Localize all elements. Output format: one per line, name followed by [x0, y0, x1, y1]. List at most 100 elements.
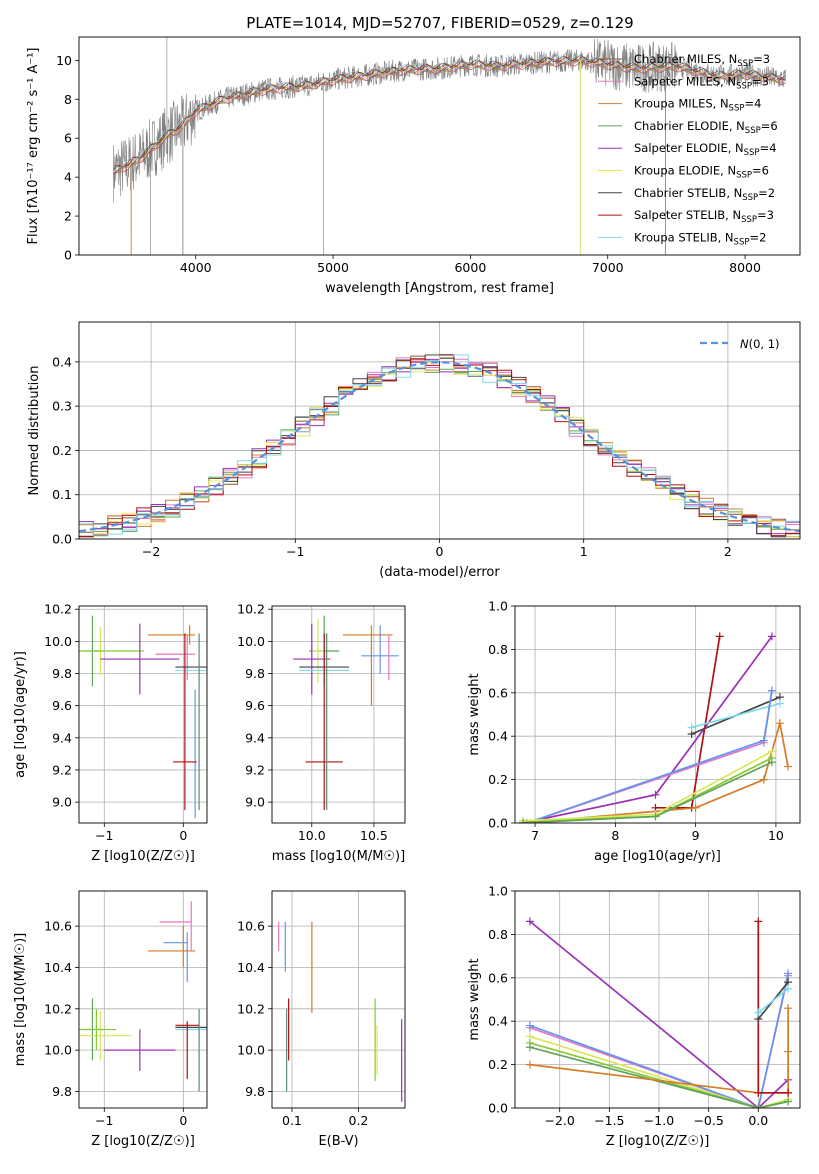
y-tick-label: 0.3	[52, 399, 72, 414]
y-tick-label: 9.0	[245, 795, 265, 810]
x-tick-label: −1	[95, 1113, 113, 1128]
y-tick-label: 0.1	[52, 487, 72, 502]
data-point-marker	[715, 632, 724, 641]
data-point-marker	[784, 984, 793, 993]
y-tick-label: 0.4	[488, 1014, 508, 1029]
model-line-9	[113, 54, 786, 169]
data-point-marker	[651, 790, 660, 799]
y-tick-label: 0.2	[488, 1057, 508, 1072]
y-tick-label: 10.0	[237, 634, 265, 649]
x-tick-label: −2	[142, 544, 160, 559]
massweight_vs_Z-plot-area	[525, 917, 793, 1108]
y-tick-label: 8	[64, 92, 72, 107]
y-tick-label: 10.6	[44, 919, 72, 934]
histogram-panel: −2 −1 0 1 2 0.0 0.1 0.2 0.3 0.4 (data-model)/error…	[27, 321, 801, 580]
y-tick-label: 0.8	[488, 927, 508, 942]
x-tick-label: −1	[95, 828, 113, 843]
normal-curve	[79, 361, 800, 533]
mass_vs_Z-frame	[78, 890, 208, 1109]
data-point-marker	[775, 719, 784, 728]
mass-weight-series-4	[529, 1035, 789, 1108]
y-tick-label: 0.0	[488, 1101, 508, 1116]
mass_vs_EBV-frame	[271, 890, 406, 1109]
data-point-marker	[754, 1088, 763, 1097]
x-tick-label: 7	[531, 828, 539, 843]
data-point-marker	[767, 632, 776, 641]
y-tick-label: 10.4	[44, 960, 72, 975]
x-tick-label: 1	[580, 544, 588, 559]
data-point-marker	[784, 1088, 793, 1097]
x-axis-label: (data-model)/error	[379, 565, 500, 580]
y-tick-label: 10.2	[44, 602, 72, 617]
y-tick-label: 9.6	[52, 698, 72, 713]
mass_vs_EBV-panel: 0.1 0.2 9.8 10.0 10.2 10.4 10.6 E(B-V)	[237, 890, 406, 1149]
x-tick-label: −1.5	[594, 1113, 624, 1128]
data-point-marker	[691, 803, 700, 812]
y-tick-label: 10.0	[44, 634, 72, 649]
data-point-marker	[767, 758, 776, 767]
legend-entry: Salpeter ELODIE, NSSP=4	[634, 141, 777, 158]
model-line-3	[113, 59, 786, 174]
y-axis-label: age [log10(age/yr)]	[13, 651, 28, 778]
y-tick-label: 0.0	[52, 532, 72, 547]
legend-entry: Kroupa MILES, NSSP=4	[634, 97, 761, 114]
y-tick-label: 10.4	[237, 960, 265, 975]
y-tick-label: 10.0	[44, 1043, 72, 1058]
y-tick-label: 10.6	[237, 919, 265, 934]
data-point-marker	[767, 686, 776, 695]
spectrum-plot-area	[113, 37, 787, 255]
x-tick-label: 0.0	[748, 1113, 768, 1128]
x-tick-label: 6000	[454, 260, 486, 275]
age_vs_Z-plot-area	[79, 615, 207, 819]
data-point-marker	[651, 812, 660, 821]
x-tick-label: 0.2	[349, 1113, 369, 1128]
y-tick-label: 2	[64, 209, 72, 224]
x-tick-label: 5000	[317, 260, 349, 275]
x-tick-label: 0	[179, 828, 187, 843]
y-tick-label: 10	[56, 53, 72, 68]
mass-weight-series-6	[526, 690, 773, 823]
histogram-plot-area	[79, 354, 800, 538]
y-tick-label: 9.2	[245, 762, 265, 777]
mass-weight-series-6	[529, 1046, 789, 1108]
x-axis-label: Z [log10(Z/Z☉)]	[91, 849, 195, 864]
mass_vs_EBV-plot-area	[278, 922, 403, 1102]
data-point-marker	[784, 1004, 793, 1013]
x-tick-label: −0.5	[693, 1113, 723, 1128]
age_vs_mass-plot-area	[293, 615, 399, 811]
model-line-6	[113, 57, 786, 173]
data-point-marker	[754, 917, 763, 926]
data-point-marker	[767, 747, 776, 756]
legend-entry: Salpeter STELIB, NSSP=3	[634, 208, 774, 225]
x-tick-label: 0	[436, 544, 444, 559]
data-point-marker	[525, 1043, 534, 1052]
y-tick-label: 4	[64, 170, 72, 185]
histogram-series-9	[79, 354, 800, 537]
y-axis-label: Flux [fλ10⁻¹⁷ erg cm⁻² s⁻¹ A⁻¹]	[26, 48, 41, 245]
y-tick-label: 0.4	[52, 354, 72, 369]
x-tick-label: −1.0	[644, 1113, 674, 1128]
y-tick-label: 0.4	[488, 729, 508, 744]
y-tick-label: 9.8	[52, 666, 72, 681]
y-tick-label: 9.4	[52, 730, 72, 745]
mass-weight-series-5	[526, 690, 773, 823]
mass_vs_Z-plot-area	[79, 901, 207, 1092]
legend-entry: Chabrier MILES, NSSP=3	[634, 52, 770, 69]
figure-title: PLATE=1014, MJD=52707, FIBERID=0529, z=0…	[246, 14, 633, 32]
x-tick-label: 8	[611, 828, 619, 843]
y-tick-label: 0.8	[488, 642, 508, 657]
y-tick-label: 9.8	[52, 1084, 72, 1099]
legend-entry: Kroupa STELIB, NSSP=2	[634, 230, 766, 247]
massweight_vs_Z-panel: −2.0 −1.5 −1.0 −0.5 0.0 0.0 0.2 0.4 0.6 0.8 1.0 Z […	[467, 884, 801, 1149]
histogram-frame	[78, 321, 801, 540]
mass_vs_Z-panel: −1 0 9.8 10.0 10.2 10.4 10.6 Z [log10(Z/Z☉)] mas…	[13, 890, 208, 1149]
mass-weight-series-1	[529, 920, 789, 1108]
model-line-2	[113, 60, 786, 173]
y-tick-label: 9.0	[52, 795, 72, 810]
mass-weight-series-10	[757, 987, 789, 1014]
model-line-4	[113, 58, 786, 174]
x-tick-label: 7000	[592, 260, 624, 275]
data-point-marker	[687, 723, 696, 732]
y-tick-label: 0.2	[52, 443, 72, 458]
y-axis-label: Normed distribution	[27, 366, 42, 496]
